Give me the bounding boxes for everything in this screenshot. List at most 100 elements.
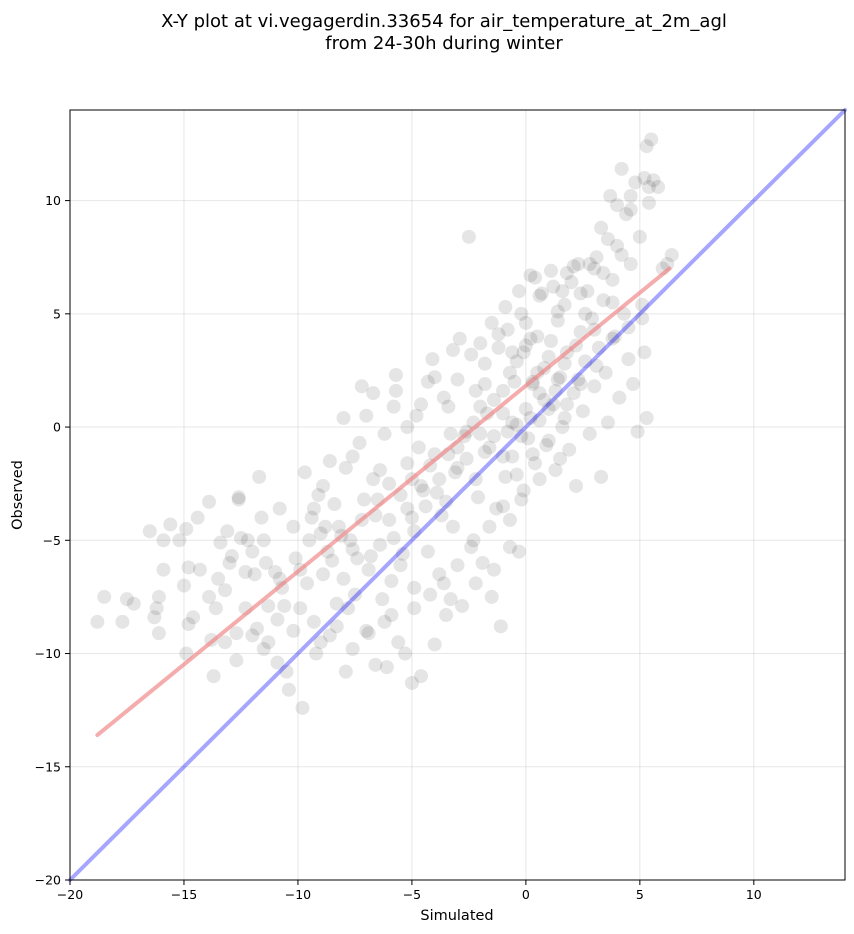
x-tick-label-6: 10	[746, 887, 762, 902]
data-point-0-320	[582, 257, 597, 271]
data-point-0-306	[286, 519, 301, 534]
data-point-0-122	[521, 431, 536, 446]
data-point-0-4	[126, 596, 141, 611]
data-point-0-171	[632, 229, 647, 244]
chart-title-line-2: from 24-30h during winter	[325, 33, 563, 54]
data-point-0-189	[343, 533, 358, 548]
x-tick-label-2: −10	[285, 887, 311, 902]
data-point-0-93	[441, 399, 456, 414]
data-point-0-292	[605, 331, 620, 346]
data-point-0-62	[338, 664, 353, 679]
data-point-0-216	[325, 553, 340, 568]
data-point-0-158	[603, 189, 618, 204]
data-point-0-321	[594, 220, 609, 235]
data-point-0-160	[607, 329, 622, 344]
data-point-0-52	[304, 510, 319, 525]
data-point-0-258	[464, 347, 479, 362]
data-point-0-15	[179, 646, 194, 661]
data-point-0-9	[151, 589, 166, 604]
data-point-0-162	[612, 390, 627, 405]
data-point-0-165	[619, 207, 634, 222]
data-point-0-30	[231, 490, 246, 505]
data-point-0-138	[557, 297, 572, 312]
data-point-0-54	[309, 646, 324, 661]
data-point-0-154	[594, 469, 609, 484]
data-point-0-273	[313, 635, 328, 650]
data-point-0-315	[498, 300, 513, 315]
data-point-0-108	[491, 340, 506, 355]
data-point-0-209	[523, 331, 538, 346]
data-point-0-344	[553, 451, 568, 466]
data-point-0-7	[149, 601, 164, 616]
data-point-0-288	[541, 433, 556, 448]
y-tick-label-1: −15	[35, 759, 61, 774]
data-point-0-271	[270, 655, 285, 670]
data-point-0-265	[559, 266, 574, 281]
data-point-0-173	[637, 345, 652, 360]
data-point-0-182	[664, 247, 679, 262]
data-point-0-327	[400, 501, 415, 516]
data-point-0-282	[450, 558, 465, 573]
data-point-0-284	[482, 519, 497, 534]
data-point-0-71	[368, 657, 383, 672]
data-point-0-276	[361, 626, 376, 641]
data-point-0-251	[373, 463, 387, 478]
y-tick-label-6: 10	[45, 193, 61, 208]
data-point-0-3	[119, 592, 134, 607]
data-point-0-88	[425, 352, 440, 367]
data-point-0-115	[507, 374, 522, 389]
data-point-0-11	[163, 517, 178, 532]
data-point-0-224	[418, 499, 433, 514]
data-point-0-318	[555, 284, 570, 299]
data-point-0-0	[90, 614, 105, 629]
data-point-0-95	[450, 460, 465, 475]
data-point-0-323	[623, 189, 638, 204]
data-point-0-68	[359, 623, 374, 638]
data-point-0-336	[404, 675, 419, 690]
data-point-0-235	[523, 411, 538, 425]
x-axis-label: Simulated	[420, 908, 493, 924]
data-point-0-112	[500, 322, 515, 337]
reference-lines	[68, 108, 847, 882]
data-point-0-19	[202, 494, 217, 509]
data-point-0-217	[336, 571, 351, 586]
data-point-0-17	[192, 562, 207, 577]
data-point-0-153	[591, 340, 606, 355]
data-point-0-223	[407, 524, 422, 539]
data-point-0-166	[621, 352, 636, 367]
data-point-0-73	[375, 592, 390, 607]
chart-title-line-1: X-Y plot at vi.vegagerdin.33654 for air_…	[161, 11, 727, 32]
data-point-0-128	[534, 286, 549, 301]
data-point-0-97	[455, 598, 470, 613]
data-point-0-210	[530, 365, 545, 380]
data-point-0-312	[445, 343, 460, 358]
data-point-0-75	[382, 476, 397, 491]
data-point-0-204	[486, 392, 501, 407]
y-tick-label-4: 0	[53, 420, 61, 435]
regression-line	[95, 266, 672, 738]
data-point-0-212	[543, 334, 558, 348]
data-point-0-58	[322, 628, 337, 643]
data-point-0-114	[505, 449, 520, 464]
data-point-0-79	[393, 558, 408, 573]
data-point-0-107	[489, 501, 504, 516]
data-point-0-56	[316, 567, 331, 582]
data-point-0-232	[496, 449, 511, 464]
data-point-0-37	[252, 469, 267, 484]
data-point-0-104	[477, 356, 492, 371]
data-point-0-279	[407, 601, 422, 616]
data-point-0-185	[231, 492, 246, 507]
data-point-0-308	[316, 478, 331, 493]
data-point-0-53	[306, 614, 321, 629]
data-point-0-255	[427, 370, 442, 385]
data-point-0-341	[502, 540, 517, 555]
data-point-0-5	[142, 524, 157, 539]
data-point-0-268	[600, 232, 615, 247]
data-point-0-192	[382, 512, 397, 527]
data-point-0-175	[639, 411, 654, 425]
data-point-0-121	[518, 338, 533, 353]
data-point-0-157	[600, 415, 615, 430]
data-point-0-233	[505, 415, 520, 430]
data-point-0-48	[288, 551, 303, 566]
data-point-0-340	[486, 562, 501, 577]
